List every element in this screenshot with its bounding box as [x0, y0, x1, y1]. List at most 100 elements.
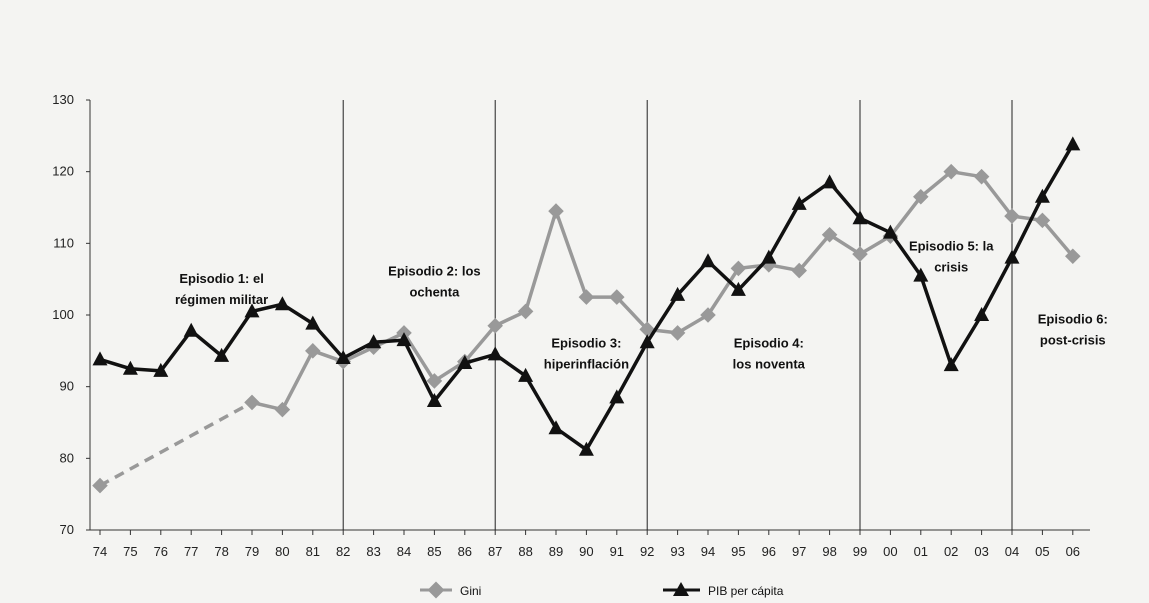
pib-point	[122, 360, 138, 375]
pib-point	[426, 393, 442, 407]
episode-annotation-line: régimen militar	[175, 292, 268, 307]
legend-pib-label: PIB per cápita	[708, 584, 784, 598]
pib-point	[639, 334, 655, 349]
x-tick-label: 99	[853, 544, 867, 559]
episode-annotation-line: Episodio 6:	[1038, 312, 1108, 327]
legend-gini-marker	[427, 581, 445, 599]
x-tick-label: 82	[336, 544, 350, 559]
x-tick-label: 93	[670, 544, 684, 559]
x-tick-label: 97	[792, 544, 806, 559]
pib-point	[852, 210, 868, 225]
x-tick-label: 01	[914, 544, 928, 559]
x-tick-label: 85	[427, 544, 441, 559]
pib-point	[791, 195, 807, 210]
pib-point	[913, 267, 929, 282]
gini-point	[548, 203, 564, 219]
x-tick-label: 74	[93, 544, 107, 559]
pib-point	[822, 174, 838, 189]
y-axis-ticks: 70 80 90 100 110 120 130	[52, 92, 90, 537]
pib-point	[730, 281, 746, 296]
x-tick-label: 92	[640, 544, 654, 559]
pib-point	[1004, 249, 1020, 264]
legend-item-gini: Gini	[420, 581, 481, 599]
episode-annotation-line: Episodio 3:	[551, 335, 621, 350]
pib-point	[153, 362, 169, 377]
pib-point	[274, 296, 290, 311]
episode-annotation-line: Episodio 1: el	[179, 271, 264, 286]
legend: Gini PIB per cápita	[420, 581, 784, 599]
episode-annotation-1: Episodio 1: el régimen militar	[175, 271, 268, 307]
y-tick-label: 100	[52, 307, 74, 322]
pib-point	[700, 253, 716, 268]
gini-dashed-segment	[99, 400, 253, 488]
x-tick-label: 80	[275, 544, 289, 559]
pib-point	[1034, 188, 1050, 203]
pib-point	[183, 322, 199, 337]
pib-point	[92, 351, 108, 366]
gini-point	[973, 168, 990, 185]
x-tick-label: 88	[518, 544, 532, 559]
legend-gini-label: Gini	[460, 584, 481, 598]
gini-point	[1034, 212, 1051, 229]
x-tick-label: 98	[822, 544, 836, 559]
pib-point	[335, 350, 351, 364]
y-tick-label: 130	[52, 92, 74, 107]
pib-point	[761, 249, 777, 264]
episode-annotation-3: Episodio 3: hiperinflación	[544, 335, 629, 371]
episode-annotation-line: los noventa	[733, 356, 806, 371]
pib-point	[487, 346, 503, 361]
x-tick-label: 89	[549, 544, 563, 559]
series-pib	[92, 136, 1081, 456]
y-tick-label: 120	[52, 164, 74, 179]
gini-point	[913, 188, 929, 205]
episode-annotations: Episodio 1: el régimen militar Episodio 2:…	[175, 239, 1108, 372]
pib-point	[974, 307, 990, 321]
x-tick-label: 83	[366, 544, 380, 559]
x-tick-label: 95	[731, 544, 745, 559]
x-tick-label: 96	[762, 544, 776, 559]
pib-point	[244, 303, 260, 318]
episode-annotation-5: Episodio 5: la crisis	[909, 239, 994, 275]
y-tick-label: 80	[60, 450, 74, 465]
y-tick-label: 110	[53, 235, 74, 250]
episode-annotation-line: ochenta	[409, 285, 460, 300]
gini-point	[1065, 248, 1081, 265]
episode-dividers	[342, 100, 1013, 530]
pib-point	[518, 367, 534, 382]
x-tick-label: 86	[458, 544, 472, 559]
x-tick-label: 77	[184, 544, 198, 559]
pib-point	[609, 389, 625, 404]
gini-point	[244, 394, 260, 411]
x-tick-label: 03	[974, 544, 988, 559]
episode-annotation-line: crisis	[934, 260, 968, 275]
episode-annotation-line: Episodio 2: los	[388, 264, 480, 279]
x-tick-label: 00	[883, 544, 897, 559]
y-tick-label: 70	[60, 522, 74, 537]
x-tick-label: 91	[610, 544, 624, 559]
pib-point	[882, 224, 898, 239]
pib-point	[396, 332, 412, 347]
pib-point	[366, 334, 382, 349]
x-tick-label: 87	[488, 544, 502, 559]
x-tick-label: 06	[1066, 544, 1080, 559]
legend-item-pib: PIB per cápita	[663, 582, 784, 598]
episode-annotation-4: Episodio 4: los noventa	[733, 335, 806, 371]
gini-point	[943, 163, 959, 180]
x-tick-label: 76	[154, 544, 168, 559]
pib-point	[214, 347, 230, 362]
episode-annotation-line: Episodio 4:	[734, 335, 804, 350]
x-axis-ticks: 74 75 76 77 78 79 80 81 82 83 84 85 86 87 88 89 90 91 92 93…	[93, 530, 1080, 559]
episode-annotation-2: Episodio 2: los ochenta	[388, 264, 480, 300]
episode-annotation-6: Episodio 6: post-crisis	[1038, 312, 1108, 348]
pib-point	[578, 441, 594, 456]
pib-point	[457, 355, 473, 370]
legend-pib-marker	[673, 582, 689, 596]
x-tick-label: 79	[245, 544, 259, 559]
episode-annotation-line: post-crisis	[1040, 333, 1106, 348]
gini-point	[821, 226, 838, 243]
x-tick-label: 78	[214, 544, 228, 559]
x-tick-label: 90	[579, 544, 593, 559]
x-tick-label: 94	[701, 544, 715, 559]
